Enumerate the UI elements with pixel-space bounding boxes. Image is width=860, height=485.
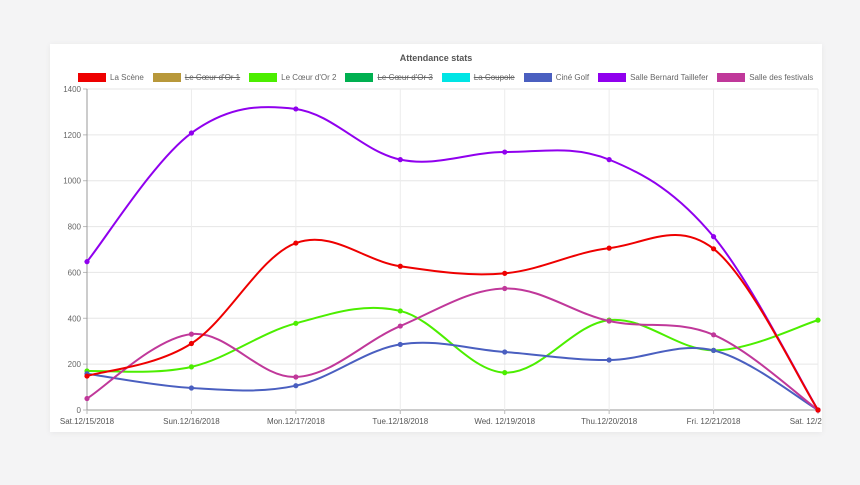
data-point (397, 157, 403, 163)
data-point (710, 234, 717, 240)
x-tick-label: Fri. 12/21/2018 (687, 417, 741, 426)
data-point (84, 395, 90, 402)
legend-swatch (441, 73, 470, 82)
y-tick-label: 1000 (63, 177, 81, 186)
legend-label: La Coupole (473, 73, 515, 82)
data-point (710, 332, 717, 338)
series-line (86, 341, 819, 411)
x-tick-label: Mon.12/17/2018 (267, 417, 325, 426)
series-line (86, 234, 819, 411)
x-tick-label: Sat.12/15/2018 (60, 417, 115, 426)
data-point (815, 317, 821, 323)
data-point (293, 383, 299, 389)
x-tick-label: Thu.12/20/2018 (581, 417, 638, 426)
legend-label: Salle des festivals (749, 73, 814, 82)
data-point (606, 157, 612, 163)
y-tick-label: 800 (68, 223, 82, 232)
legend-swatch (152, 73, 181, 82)
series-line (86, 287, 819, 411)
legend-label: Ciné Golf (555, 73, 590, 82)
data-point (188, 331, 195, 337)
legend-swatch (345, 73, 374, 82)
data-point (188, 130, 195, 136)
data-point (502, 349, 508, 355)
legend-swatch (78, 73, 106, 82)
data-point (397, 263, 403, 269)
data-point (606, 318, 612, 324)
data-point (710, 246, 717, 252)
y-tick-label: 1200 (63, 131, 81, 140)
data-point (502, 270, 508, 276)
legend-swatch (249, 73, 278, 82)
data-point (293, 374, 299, 380)
legend-swatch (598, 73, 627, 82)
x-tick-label: Tue.12/18/2018 (372, 417, 428, 426)
data-point (293, 106, 299, 112)
legend-item-coeur-dor-1[interactable]: Le Cœur d'Or 1 (152, 73, 241, 82)
plot-area: 0 200 400 600 800 1000 1200 1400 Sat.12/15/2018 S… (60, 85, 822, 426)
legend-item-salle-des-festivals[interactable]: Salle des festivals (717, 73, 813, 82)
legend-label: Le Cœur d'Or 3 (377, 73, 433, 82)
data-point (815, 407, 821, 413)
data-point (502, 370, 508, 376)
y-tick-label: 1400 (63, 85, 81, 94)
data-point (293, 240, 299, 246)
legend: La Scène Le Cœur d'Or 1 Le Cœur d'Or 2 L… (78, 73, 822, 82)
data-point (710, 347, 717, 353)
data-point (397, 341, 403, 348)
legend-label: La Scène (110, 73, 144, 82)
data-point (502, 285, 508, 292)
data-point (188, 385, 195, 391)
legend-item-cine-golf[interactable]: Ciné Golf (523, 73, 590, 82)
data-point (397, 308, 403, 314)
x-tick-label: Sun.12/16/2018 (163, 417, 220, 426)
legend-label: Salle Bernard Taillefer (630, 73, 709, 82)
legend-item-salle-bernard-taillefer[interactable]: Salle Bernard Taillefer (598, 73, 708, 82)
chart-card: Attendance stats La Scène Le Cœur d'Or 1… (50, 44, 822, 432)
data-point (502, 149, 508, 155)
data-point (188, 340, 195, 347)
chart-title: Attendance stats (399, 53, 473, 63)
y-tick-label: 400 (68, 314, 82, 323)
legend-item-coeur-dor-2[interactable]: Le Cœur d'Or 2 (249, 73, 336, 82)
legend-swatch (523, 73, 552, 82)
data-point (293, 320, 299, 326)
data-point (188, 364, 195, 370)
y-tick-label: 0 (77, 406, 82, 415)
legend-item-la-coupole[interactable]: La Coupole (441, 73, 515, 82)
data-point (397, 323, 403, 329)
y-tick-label: 600 (68, 268, 82, 277)
legend-item-la-scene[interactable]: La Scène (78, 73, 144, 82)
data-point (84, 373, 90, 379)
x-tick-label: Sat. 12/22/2018 (790, 417, 822, 426)
x-tick-label: Wed. 12/19/2018 (474, 417, 535, 426)
legend-swatch (717, 73, 746, 82)
data-point (606, 357, 612, 363)
y-tick-label: 200 (68, 360, 82, 369)
legend-label: Le Cœur d'Or 1 (184, 73, 241, 82)
data-point (84, 259, 90, 265)
legend-item-coeur-dor-3[interactable]: Le Cœur d'Or 3 (345, 73, 433, 82)
data-point (606, 245, 612, 251)
legend-label: Le Cœur d'Or 2 (281, 73, 337, 82)
